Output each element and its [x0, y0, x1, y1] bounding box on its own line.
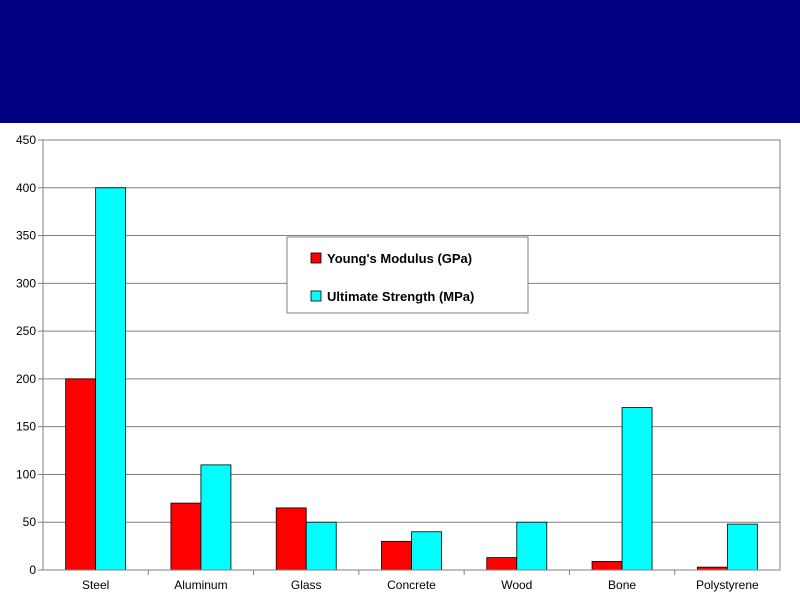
bar-wood-ultimate-strength-mpa	[516, 521, 548, 571]
legend: Young's Modulus (GPa) Ultimate Strength …	[286, 236, 529, 314]
bar-bone-ultimate-strength-mpa	[621, 407, 653, 571]
y-tick-label: 350	[16, 229, 36, 243]
x-tick-label: Aluminum	[174, 578, 227, 592]
bar-bone-young-s-modulus-gpa	[591, 560, 623, 571]
bar-polystyrene-ultimate-strength-mpa	[726, 523, 758, 571]
legend-label-youngs-modulus: Young's Modulus (GPa)	[327, 251, 472, 266]
y-tick-label: 50	[23, 515, 37, 529]
y-tick-label: 0	[29, 563, 36, 577]
x-tick-label: Bone	[608, 578, 636, 592]
bar-steel-young-s-modulus-gpa	[65, 378, 97, 571]
chart-area: 0 50 100 150 200 250 300 350 400 450 Steel Aluminu…	[0, 123, 800, 600]
legend-box	[286, 236, 529, 314]
y-tick-label: 200	[16, 372, 36, 386]
y-tick-label: 250	[16, 324, 36, 338]
bar-wood-young-s-modulus-gpa	[486, 557, 518, 571]
y-tick-label: 100	[16, 467, 36, 481]
legend-label-ultimate-strength: Ultimate Strength (MPa)	[327, 289, 474, 304]
x-tick-label: Concrete	[387, 578, 436, 592]
slide-title-band	[0, 0, 800, 123]
bar-aluminum-ultimate-strength-mpa	[200, 464, 232, 571]
bar-aluminum-young-s-modulus-gpa	[170, 502, 202, 571]
y-tick-label: 450	[16, 133, 36, 147]
legend-swatch-youngs-modulus	[310, 252, 322, 264]
bar-concrete-young-s-modulus-gpa	[381, 540, 412, 571]
x-tick-label: Glass	[291, 578, 322, 592]
bar-glass-young-s-modulus-gpa	[275, 507, 307, 571]
y-tick-label: 400	[16, 181, 36, 195]
bar-concrete-ultimate-strength-mpa	[411, 531, 442, 571]
x-tick-label: Wood	[501, 578, 532, 592]
y-axis-ticks: 0 50 100 150 200 250 300 350 400 450	[16, 133, 43, 577]
plot-frame	[42, 139, 781, 571]
y-tick-label: 300	[16, 276, 36, 290]
bar-steel-ultimate-strength-mpa	[95, 187, 127, 571]
x-axis-ticks: Steel Aluminum Glass Concrete Wood Bone Polyst…	[82, 570, 759, 592]
bars	[65, 187, 758, 571]
legend-swatch-ultimate-strength	[310, 290, 322, 302]
bar-chart: 0 50 100 150 200 250 300 350 400 450 Steel Aluminu…	[16, 133, 781, 592]
grid-lines	[43, 139, 780, 523]
bar-glass-ultimate-strength-mpa	[305, 521, 337, 571]
x-tick-label: Polystyrene	[696, 578, 759, 592]
x-tick-label: Steel	[82, 578, 109, 592]
y-tick-label: 150	[16, 420, 36, 434]
